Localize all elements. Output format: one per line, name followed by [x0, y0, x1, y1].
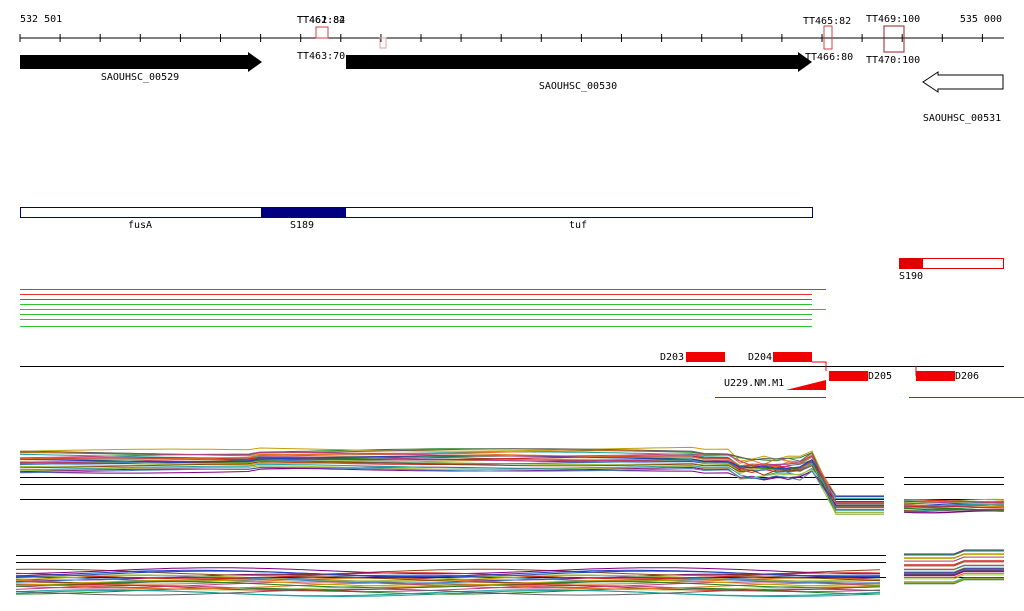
track-curve [903, 510, 1005, 514]
track-curve [904, 578, 1004, 584]
terminator-label: TT469:100 [866, 14, 920, 25]
operon-highlight [899, 258, 923, 269]
terminator-label: TT465:82 [803, 16, 851, 27]
track-curve [903, 501, 1005, 505]
terminator-label: TT462:82 [297, 15, 345, 26]
segment-label: U229.NM.M1 [724, 378, 784, 389]
track-curve [19, 465, 884, 515]
track-curve [904, 561, 1004, 567]
segment-label: D205 [868, 371, 892, 382]
segment-label: D203 [660, 352, 684, 363]
operon-label: fusA [128, 220, 152, 231]
ruler [19, 34, 1004, 42]
ruler-end: 535 000 [960, 14, 1002, 25]
segment-label: D204 [748, 352, 772, 363]
track-curve [15, 568, 881, 576]
operon-label: S189 [290, 220, 314, 231]
segment-box [916, 371, 955, 381]
terminator-label: TT466:80 [805, 52, 853, 63]
track-curve [904, 553, 1004, 559]
track-curve [15, 589, 881, 597]
track-curve [903, 507, 1004, 511]
track-curve [15, 569, 881, 577]
operon-label: S190 [899, 271, 923, 282]
track-curve [904, 572, 1004, 578]
track-curve [904, 568, 1004, 574]
track-curve [904, 549, 1004, 555]
operon-bar [20, 207, 813, 218]
operon-label: tuf [569, 220, 587, 231]
track-curve [19, 461, 884, 509]
track-curve [19, 452, 884, 497]
terminator-label: TT461:84 [297, 15, 345, 26]
ruler-start: 532 501 [20, 14, 62, 25]
gene-arrow [346, 52, 812, 72]
terminator-box [823, 25, 833, 50]
track-curve [904, 569, 1004, 575]
segment-box [829, 371, 868, 381]
terminator-box [315, 26, 329, 39]
track-curve [904, 567, 1004, 573]
gene-arrow [922, 71, 1004, 93]
segment-box [686, 352, 725, 362]
expression-tracks [15, 446, 1005, 598]
track-curve [904, 568, 1004, 574]
track-curve [15, 572, 881, 580]
expression-lines [20, 289, 826, 327]
track-curve [19, 455, 884, 497]
terminator-box [883, 25, 905, 53]
track-curve [20, 460, 884, 513]
gene-label: SAOUHSC_00530 [539, 81, 617, 92]
gene-label: SAOUHSC_00531 [923, 113, 1001, 124]
track-curve [15, 567, 880, 575]
track-curve [904, 560, 1004, 566]
track-curve [19, 451, 884, 503]
track-curve [904, 565, 1004, 571]
terminator-label: TT470:100 [866, 55, 920, 66]
terminator-box [379, 37, 387, 49]
segment-box [773, 352, 812, 362]
track-curve [19, 448, 884, 511]
track-curve [903, 501, 1005, 505]
track-curve [20, 458, 884, 504]
track-curve [15, 579, 881, 587]
track-curve [904, 550, 1004, 556]
segment-ramp [786, 380, 826, 390]
track-curve [15, 588, 881, 596]
track-curve [903, 505, 1004, 509]
track-curve [15, 587, 881, 595]
track-curve [19, 455, 884, 503]
track-curve [19, 463, 884, 500]
operon-highlight [261, 207, 346, 218]
track-curve [904, 570, 1004, 576]
track-curve [904, 556, 1004, 562]
track-curve [904, 577, 1004, 583]
track-curve [15, 576, 881, 584]
gene-label: SAOUHSC_00529 [101, 72, 179, 83]
gene-arrow [20, 52, 262, 72]
track-curve [904, 579, 1004, 585]
track-curve [15, 581, 881, 589]
segment-link [812, 361, 827, 371]
track-curve [904, 574, 1004, 580]
track-curve [19, 466, 884, 508]
segment-label: D206 [955, 371, 979, 382]
terminator-label: TT463:70 [297, 51, 345, 62]
